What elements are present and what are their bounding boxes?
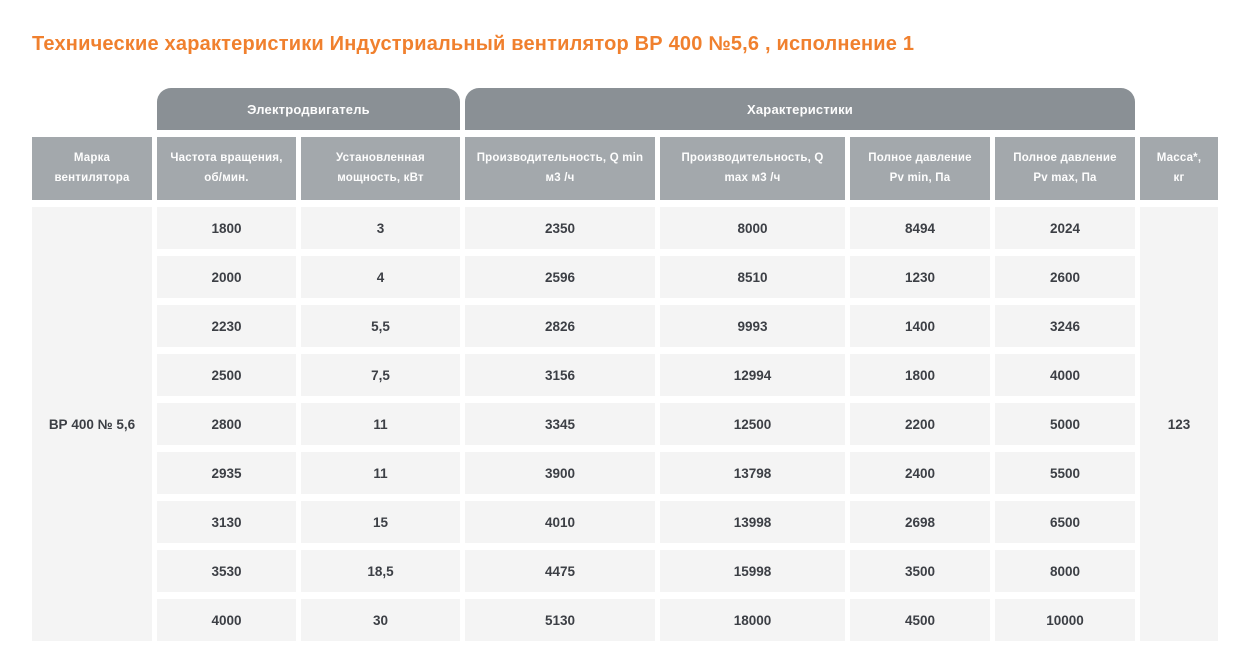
table-cell: 3500	[850, 550, 990, 592]
column-header-line: мощность, кВт	[337, 171, 424, 184]
table-cell: 8000	[995, 550, 1135, 592]
table-cell: 3130	[157, 501, 296, 543]
mass-cell: 123	[1140, 207, 1218, 641]
table-cell: 4475	[465, 550, 655, 592]
table-cell: 3345	[465, 403, 655, 445]
table-cell: 8494	[850, 207, 990, 249]
table-cell: 15	[301, 501, 460, 543]
column-header-pressure-pvmin: Полное давление Pv min, Па	[850, 137, 990, 200]
column-header-line: Полное давление	[868, 152, 972, 164]
table-cell: 2024	[995, 207, 1135, 249]
column-header-installed-power: Установленная мощность, кВт	[301, 137, 460, 200]
fan-model-cell: ВР 400 № 5,6	[32, 207, 152, 641]
table-cell: 2230	[157, 305, 296, 347]
table-cell: 2698	[850, 501, 990, 543]
column-header-line: Марка	[73, 152, 111, 164]
table-cell: 5,5	[301, 305, 460, 347]
column-header-line: Производительность, Q	[681, 152, 824, 164]
table-cell: 2350	[465, 207, 655, 249]
table-cell: 11	[301, 403, 460, 445]
table-cell: 18,5	[301, 550, 460, 592]
column-header-line: Установленная	[336, 152, 425, 164]
column-header-line: Масса*,	[1156, 152, 1202, 164]
table-cell: 2596	[465, 256, 655, 298]
column-header-line: Производительность, Q min	[476, 152, 644, 164]
column-header-line: Полное давление	[1013, 152, 1117, 164]
table-cell: 6500	[995, 501, 1135, 543]
table-cell: 3530	[157, 550, 296, 592]
table-cell: 1400	[850, 305, 990, 347]
group-header-electric-motor: Электродвигатель	[157, 88, 460, 130]
table-cell: 2400	[850, 452, 990, 494]
column-header-line: Частота вращения,	[170, 152, 283, 164]
column-header-fan-model: Марка вентилятора	[32, 137, 152, 200]
table-cell: 5130	[465, 599, 655, 641]
table-cell: 3246	[995, 305, 1135, 347]
table-cell: 4500	[850, 599, 990, 641]
table-cell: 2935	[157, 452, 296, 494]
column-header-line: вентилятора	[54, 171, 130, 184]
table-cell: 9993	[660, 305, 845, 347]
table-cell: 1800	[157, 207, 296, 249]
table-cell: 2826	[465, 305, 655, 347]
column-header-capacity-qmin: Производительность, Q min м3 /ч	[465, 137, 655, 200]
table-cell: 2800	[157, 403, 296, 445]
column-header-line: об/мин.	[204, 171, 249, 184]
group-header-characteristics: Характеристики	[465, 88, 1135, 130]
table-cell: 4000	[157, 599, 296, 641]
table-cell: 13798	[660, 452, 845, 494]
table-cell: 13998	[660, 501, 845, 543]
column-header-rotation-speed: Частота вращения, об/мин.	[157, 137, 296, 200]
table-cell: 4	[301, 256, 460, 298]
table-cell: 1230	[850, 256, 990, 298]
table-cell: 3156	[465, 354, 655, 396]
table-cell: 2200	[850, 403, 990, 445]
table-cell: 11	[301, 452, 460, 494]
table-cell: 12994	[660, 354, 845, 396]
table-cell: 8510	[660, 256, 845, 298]
table-cell: 18000	[660, 599, 845, 641]
specifications-table: Электродвигатель Характеристики Марка ве…	[32, 88, 1218, 641]
column-header-line: Pv max, Па	[1033, 171, 1097, 184]
table-cell: 2500	[157, 354, 296, 396]
table-cell: 8000	[660, 207, 845, 249]
table-cell: 15998	[660, 550, 845, 592]
column-header-line: Pv min, Па	[889, 171, 951, 184]
column-header-mass: Масса*, кг	[1140, 137, 1218, 200]
table-cell: 4010	[465, 501, 655, 543]
table-cell: 4000	[995, 354, 1135, 396]
table-cell: 1800	[850, 354, 990, 396]
table-cell: 3	[301, 207, 460, 249]
table-cell: 2000	[157, 256, 296, 298]
table-cell: 2600	[995, 256, 1135, 298]
column-header-pressure-pvmax: Полное давление Pv max, Па	[995, 137, 1135, 200]
table-cell: 5500	[995, 452, 1135, 494]
column-header-line: кг	[1173, 171, 1185, 184]
table-cell: 5000	[995, 403, 1135, 445]
table-cell: 12500	[660, 403, 845, 445]
table-cell: 10000	[995, 599, 1135, 641]
column-header-line: м3 /ч	[545, 171, 575, 184]
table-cell: 3900	[465, 452, 655, 494]
column-header-line: max м3 /ч	[724, 171, 781, 184]
column-header-capacity-qmax: Производительность, Q max м3 /ч	[660, 137, 845, 200]
page-title: Технические характеристики Индустриальны…	[32, 33, 915, 56]
table-cell: 7,5	[301, 354, 460, 396]
table-cell: 30	[301, 599, 460, 641]
